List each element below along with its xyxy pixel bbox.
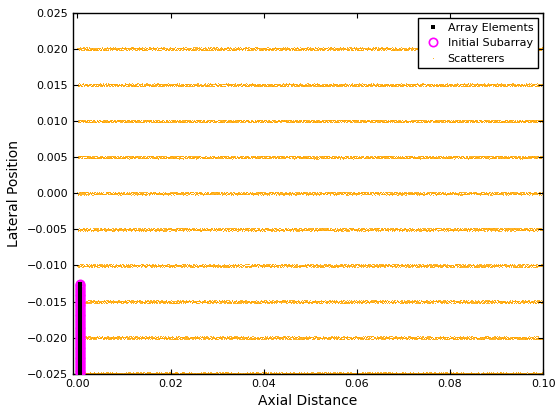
Initial Subarray (76, 327, 83, 332)
X-axis label: Axial Distance: Axial Distance (258, 394, 358, 408)
Line: Array Elements: Array Elements (78, 282, 82, 375)
Line: Initial Subarray: Initial Subarray (76, 279, 84, 378)
Scatterers (74, 371, 81, 376)
Initial Subarray (76, 334, 83, 339)
Scatterers (276, 154, 282, 159)
Array Elements (76, 321, 83, 326)
Array Elements (76, 312, 83, 318)
Scatterers (455, 373, 461, 378)
Initial Subarray (76, 312, 83, 318)
Array Elements (76, 371, 83, 376)
Array Elements (76, 360, 83, 365)
Array Elements (76, 314, 83, 319)
Scatterers (438, 45, 445, 50)
Scatterers (282, 83, 288, 88)
Initial Subarray (76, 314, 83, 319)
Scatterers (473, 191, 479, 196)
Scatterers (540, 371, 547, 376)
Array Elements (76, 327, 83, 332)
Array Elements (76, 281, 83, 286)
Y-axis label: Lateral Position: Lateral Position (7, 140, 21, 247)
Initial Subarray (76, 321, 83, 326)
Initial Subarray (76, 281, 83, 286)
Array Elements (76, 334, 83, 339)
Scatterers (204, 371, 211, 376)
Scatterers (516, 371, 522, 376)
Initial Subarray (76, 371, 83, 376)
Scatterers (121, 189, 128, 194)
Legend: Array Elements, Initial Subarray, Scatterers: Array Elements, Initial Subarray, Scatte… (418, 18, 538, 68)
Line: Scatterers: Scatterers (76, 46, 544, 376)
Initial Subarray (76, 360, 83, 365)
